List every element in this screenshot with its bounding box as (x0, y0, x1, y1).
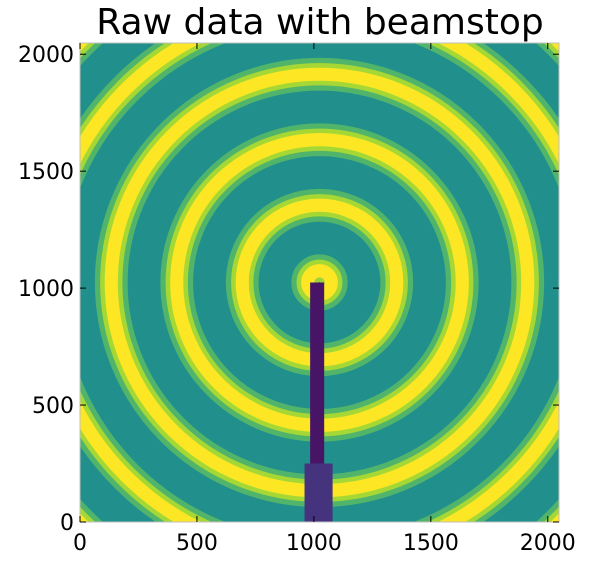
beamstop-base (305, 464, 333, 522)
x-tick-label: 2000 (520, 531, 576, 556)
beamstop-stem (310, 283, 324, 464)
y-tick-label: 2000 (18, 43, 74, 68)
y-tick-label: 1000 (18, 277, 74, 302)
x-tick-label: 1000 (286, 531, 342, 556)
x-tick-label: 500 (176, 531, 218, 556)
y-tick-label: 500 (32, 394, 74, 419)
y-tick-label: 0 (60, 511, 74, 536)
x-tick-label: 1500 (403, 531, 459, 556)
y-tick-label: 1500 (18, 160, 74, 185)
x-tick-label: 0 (73, 531, 87, 556)
